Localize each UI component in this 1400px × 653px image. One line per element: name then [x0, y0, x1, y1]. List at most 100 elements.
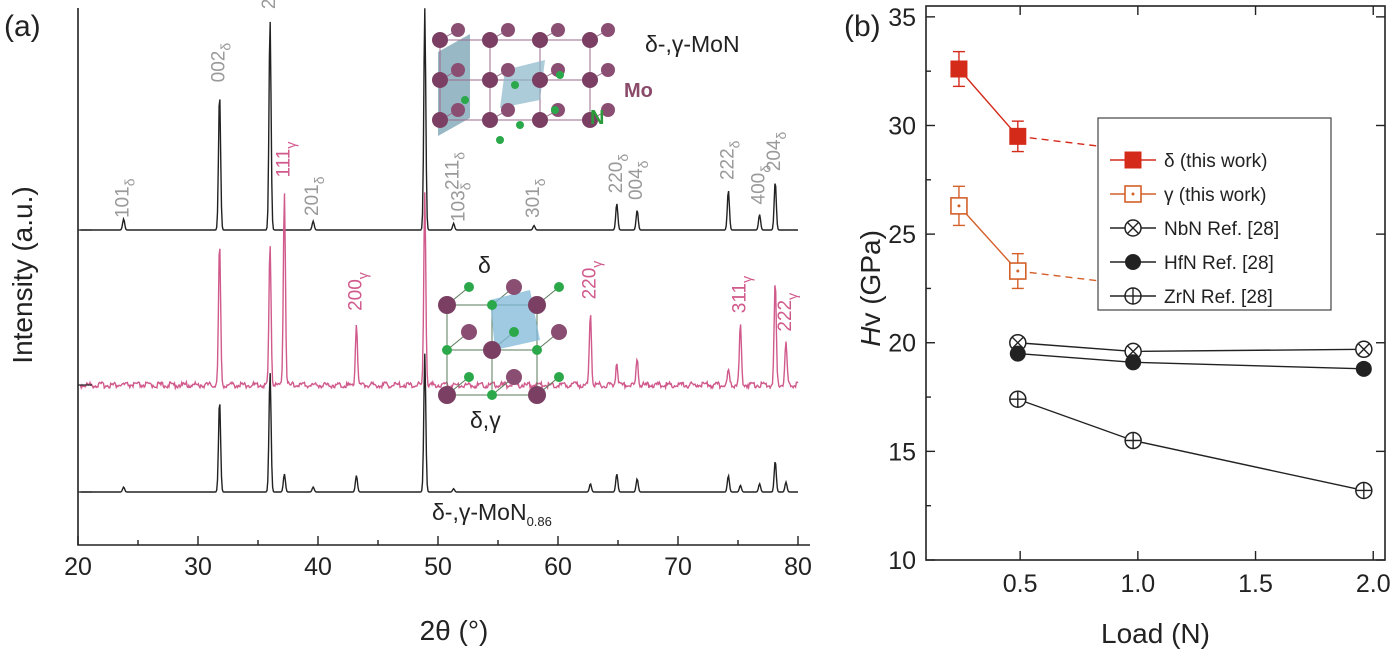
peak-hkl: 103: [449, 190, 470, 222]
n-atom: [496, 136, 504, 144]
data-point-filled-square: [1009, 127, 1027, 145]
peak-label: 211δ: [443, 152, 468, 190]
mo-atom: [528, 296, 546, 314]
mo-atom: [532, 72, 548, 88]
peak-phase: γ: [784, 293, 800, 300]
series-line: [1017, 342, 1364, 353]
peak-hkl: 222: [717, 148, 738, 180]
marker-cross: [1357, 343, 1370, 356]
mo-atom: [506, 279, 522, 295]
data-point-filled-circle: [1125, 354, 1142, 371]
mo-atom: [501, 63, 515, 77]
n-atom: [556, 71, 564, 79]
panel-label-a: (a): [4, 10, 41, 43]
n-atom: [487, 390, 497, 400]
data-point-filled-square: [950, 60, 968, 78]
mo-atom: [506, 369, 522, 385]
y-tick-label-b: 10: [888, 547, 916, 575]
legend-label: NbN Ref. [28]: [1164, 219, 1279, 240]
peak-hkl: 211: [443, 160, 464, 190]
peak-hkl: 004: [626, 168, 647, 200]
peak-label: 311γ: [729, 276, 754, 313]
peak-hkl: 002: [209, 51, 230, 83]
y-tick-label-b: 35: [888, 4, 916, 32]
peak-label: 200δ: [259, 0, 284, 9]
n-atom: [554, 282, 564, 292]
mo-atom: [551, 23, 565, 37]
n-atom: [554, 372, 564, 382]
plot-frame-b: [925, 5, 1386, 561]
mo-atom: [451, 63, 465, 77]
data-point-center-dot: [1016, 269, 1020, 273]
peak-label: 201δ: [302, 176, 327, 216]
x-tick-label-b: 2.0: [1356, 570, 1391, 598]
data-point-filled-circle: [1009, 345, 1026, 362]
n-atom: [464, 282, 474, 292]
series-line: [1017, 352, 1364, 370]
trace-label-middle: δ,γ: [470, 407, 501, 433]
series-4: [1009, 345, 1372, 377]
peak-label: 103δ: [449, 182, 474, 222]
n-atom: [487, 300, 497, 310]
peak-phase: δ: [458, 182, 474, 190]
series-line: [958, 205, 1019, 272]
peak-phase: δ: [218, 43, 234, 51]
peak-label: 220δ: [606, 154, 631, 194]
x-tick-label-a: 70: [664, 553, 692, 581]
marker-cross: [1126, 221, 1140, 235]
peak-phase: δ: [615, 154, 631, 162]
peak-phase: γ: [282, 142, 298, 149]
y-axis-title-italic: H: [855, 326, 886, 347]
peak-hkl: 101: [113, 186, 134, 218]
xrd-chart-svg: 20 30 40 50 60 70 80 (a) Intensity (a.u.) 2θ (°) 1…: [4, 0, 812, 646]
legend-label: δ (this work): [1164, 151, 1267, 172]
peak-phase: δ: [726, 140, 742, 148]
mo-atom: [438, 296, 456, 314]
inset-label-delta: δ: [478, 252, 491, 278]
trace-label-top: δ-,γ-MoN: [645, 31, 740, 57]
peak-hkl: 200: [345, 279, 366, 311]
n-atom: [464, 372, 474, 382]
series-1: [950, 50, 1162, 155]
xrd-trace-3: [80, 353, 798, 493]
peak-label: 400δ: [749, 165, 774, 205]
mo-atom: [601, 63, 615, 77]
peak-hkl: 222: [775, 300, 796, 332]
peak-phase: δ: [758, 165, 774, 173]
trace-label-bottom-sub: 0.86: [527, 514, 552, 529]
x-axis-title-a: 2θ (°): [420, 615, 489, 646]
legend-label: HfN Ref. [28]: [1164, 253, 1274, 274]
panel-label-b: (b): [844, 10, 881, 43]
mo-atom: [528, 386, 546, 404]
peak-label: 220γ: [579, 261, 604, 300]
peak-hkl: 220: [606, 162, 627, 194]
peak-phase: δ: [452, 152, 468, 160]
y-tick-label-b: 30: [888, 112, 916, 140]
mo-atom: [501, 23, 515, 37]
mo-atom: [482, 72, 498, 88]
panel-b-hardness-chart: (b) 10 15 20 25 30 35 0.5 1.0 1.5 2.0 Load (N) Hv (G…: [840, 0, 1400, 653]
legend-label: γ (this work): [1164, 185, 1266, 206]
x-tick-label-a: 30: [184, 553, 212, 581]
peak-phase: γ: [588, 261, 604, 268]
peak-phase: δ: [773, 131, 789, 139]
y-tick-label-b: 25: [888, 221, 916, 249]
n-atom: [551, 106, 559, 114]
peak-hkl: 220: [579, 268, 600, 300]
hardness-chart-svg: (b) 10 15 20 25 30 35 0.5 1.0 1.5 2.0 Load (N) Hv (G…: [844, 4, 1391, 649]
x-tick-label-b: 1.0: [1120, 570, 1155, 598]
marker-cross: [1011, 336, 1024, 349]
series-line: [1017, 398, 1364, 492]
inset-label-n: N: [590, 107, 604, 129]
peak-phase: δ: [635, 160, 651, 168]
peak-phase: γ: [738, 276, 754, 283]
data-point-filled-circle: [1125, 254, 1141, 270]
series-3: [1009, 333, 1373, 361]
y-tick-label-b: 20: [888, 330, 916, 358]
mo-atom: [582, 32, 598, 48]
mo-atom: [451, 103, 465, 117]
xrd-trace-2: [79, 192, 799, 391]
peak-phase: δ: [311, 176, 327, 184]
data-point-center-dot: [957, 204, 961, 208]
crystal-polyhedron: [490, 290, 540, 350]
